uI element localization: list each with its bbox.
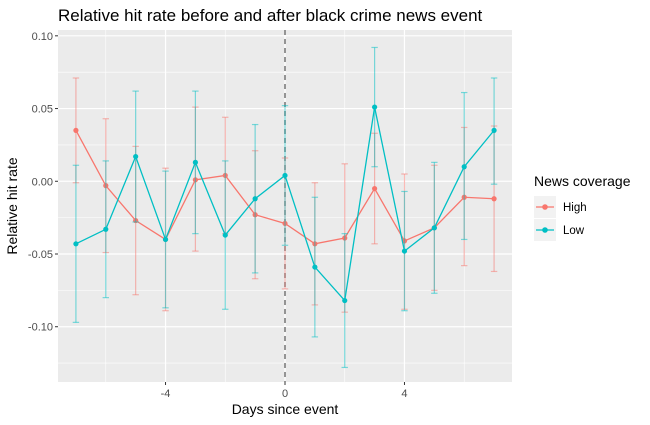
legend-items: High Low xyxy=(534,196,587,241)
y-tick-label: 0.10 xyxy=(32,31,53,43)
data-point-low xyxy=(192,159,198,165)
x-tick-label: -4 xyxy=(161,388,171,400)
data-point-low xyxy=(282,172,288,179)
x-axis-title: Days since event xyxy=(232,401,339,417)
data-point-low xyxy=(252,196,258,202)
data-point-low xyxy=(133,153,139,160)
x-tick-label: 4 xyxy=(401,388,407,400)
chart-title: Relative hit rate before and after black… xyxy=(58,6,483,25)
data-point-low xyxy=(401,248,408,254)
data-point-low xyxy=(73,241,79,247)
data-point-low xyxy=(491,127,497,133)
y-tick-label: -0.05 xyxy=(28,249,53,261)
series-layer xyxy=(72,46,498,369)
y-axis: -0.10 -0.05 0.00 0.05 0.10 xyxy=(28,31,58,334)
x-axis: -4 0 4 xyxy=(161,382,408,400)
y-tick-label: 0.05 xyxy=(32,104,53,116)
legend-point-high xyxy=(542,204,548,210)
y-axis-title: Relative hit rate xyxy=(4,157,20,254)
legend-item-low: Low xyxy=(534,219,585,241)
legend-label-high: High xyxy=(563,202,587,214)
x-tick-label: 0 xyxy=(282,388,288,400)
data-point-high xyxy=(73,127,79,133)
legend-item-high: High xyxy=(534,196,587,218)
data-point-low xyxy=(342,297,348,304)
data-point-low xyxy=(312,264,318,270)
data-point-low xyxy=(372,104,378,110)
legend-title: News coverage xyxy=(534,173,631,189)
data-point-low xyxy=(103,226,109,232)
series-low xyxy=(72,46,498,369)
y-tick-label: -0.10 xyxy=(28,322,53,334)
data-point-low xyxy=(431,225,437,231)
data-point-high xyxy=(372,185,378,192)
data-point-low xyxy=(222,232,228,238)
y-tick-label: 0.00 xyxy=(32,176,53,188)
data-point-high xyxy=(491,196,497,202)
legend-label-low: Low xyxy=(563,225,585,237)
legend-point-low xyxy=(542,227,548,233)
data-point-low xyxy=(461,164,467,170)
legend: News coverage High Low xyxy=(534,173,631,241)
data-point-low xyxy=(162,236,169,243)
